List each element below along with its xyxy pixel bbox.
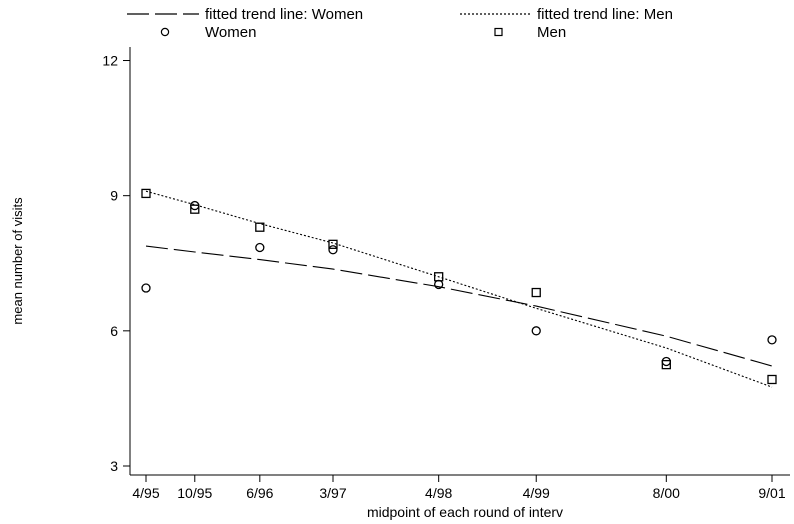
point-women-5	[532, 327, 540, 335]
trend-line-men	[146, 191, 772, 387]
legend-label-men: Men	[537, 24, 566, 41]
point-women-6	[662, 357, 670, 365]
point-men-0	[142, 189, 150, 197]
point-women-7	[768, 336, 776, 344]
legend-label-men-trend: fitted trend line: Men	[537, 6, 673, 23]
x-tick-label-6: 8/00	[653, 485, 680, 501]
legend-symbol-women	[161, 28, 168, 35]
x-tick-label-3: 3/97	[319, 485, 346, 501]
x-axis-title: midpoint of each round of interv	[367, 504, 563, 520]
point-women-0	[142, 284, 150, 292]
point-men-5	[532, 289, 540, 297]
legend-symbol-men	[495, 29, 502, 36]
x-tick-label-1: 10/95	[177, 485, 212, 501]
legend-label-women-trend: fitted trend line: Women	[205, 6, 363, 23]
point-women-2	[256, 243, 264, 251]
y-axis-title: mean number of visits	[10, 197, 25, 325]
plot-area	[142, 189, 776, 387]
x-tick-label-7: 9/01	[758, 485, 785, 501]
y-tick-label-0: 3	[110, 458, 118, 474]
x-tick-label-2: 6/96	[246, 485, 273, 501]
point-women-3	[329, 246, 337, 254]
x-tick-label-5: 4/99	[523, 485, 550, 501]
y-tick-label-1: 6	[110, 323, 118, 339]
y-axis-ticks: 3 6 9 12	[102, 53, 130, 474]
y-tick-label-3: 12	[102, 53, 118, 69]
x-tick-label-4: 4/98	[425, 485, 452, 501]
y-tick-label-2: 9	[110, 188, 118, 204]
x-tick-label-0: 4/95	[132, 485, 159, 501]
legend: fitted trend line: Women fitted trend li…	[127, 6, 673, 41]
legend-label-women: Women	[205, 24, 256, 41]
x-axis-ticks: 4/95 10/95 6/96 3/97 4/98 4/99 8/00 9/01	[132, 475, 785, 501]
point-men-7	[768, 375, 776, 383]
trend-line-women	[146, 246, 772, 366]
